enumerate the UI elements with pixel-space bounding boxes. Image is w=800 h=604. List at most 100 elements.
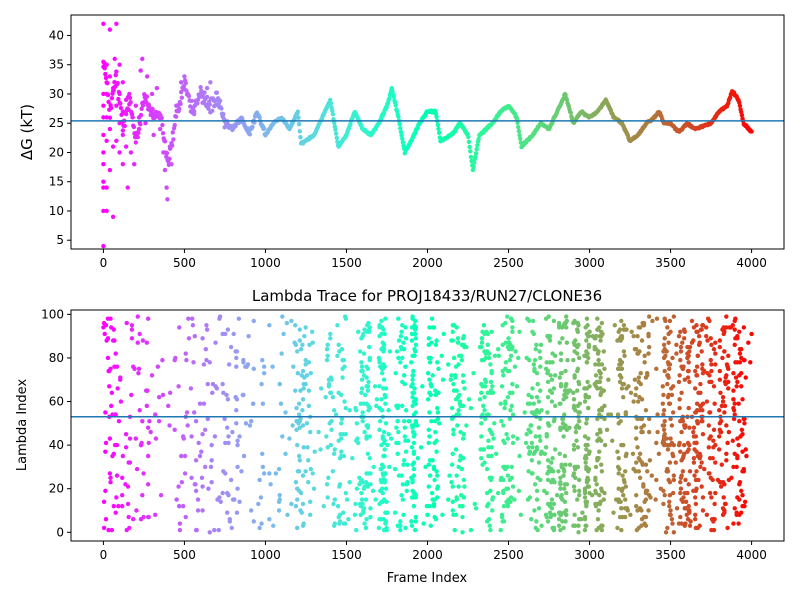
lambda-point (460, 379, 466, 385)
delta-g-point (101, 21, 106, 26)
lambda-point (434, 449, 439, 454)
lambda-point (559, 370, 564, 376)
lambda-point (639, 523, 644, 528)
lambda-point (662, 493, 667, 498)
lambda-point (402, 425, 408, 430)
lambda-point (189, 475, 194, 481)
lambda-point (545, 519, 551, 524)
lambda-point (403, 364, 408, 369)
lambda-point (224, 392, 229, 398)
lambda-point (624, 451, 629, 457)
delta-g-point (117, 150, 122, 155)
lambda-point (112, 412, 118, 417)
lambda-point (241, 453, 247, 459)
lambda-point (563, 519, 568, 524)
lambda-point (622, 469, 628, 474)
lambda-point (658, 486, 664, 491)
lambda-point (639, 338, 645, 343)
lambda-point (726, 386, 731, 391)
lambda-point (479, 434, 484, 439)
lambda-point (546, 464, 551, 470)
lambda-point (679, 429, 684, 435)
lambda-point (479, 390, 484, 396)
lambda-point (639, 425, 644, 430)
delta-g-point (296, 121, 302, 127)
lambda-point (488, 477, 494, 483)
lambda-point (289, 501, 294, 507)
lambda-point (501, 503, 507, 509)
lambda-point (739, 510, 744, 515)
delta-g-point (151, 132, 156, 138)
lambda-point (411, 460, 417, 465)
lambda-point (294, 405, 299, 411)
lambda-point (645, 469, 650, 474)
lambda-point (148, 429, 153, 435)
lambda-y-tick-label: 60 (49, 395, 64, 409)
lambda-point (593, 384, 599, 389)
lambda-point (450, 329, 455, 334)
lambda-point (574, 438, 579, 443)
lambda-point (354, 438, 359, 443)
lambda-point (514, 384, 520, 389)
delta-g-point (739, 112, 745, 118)
delta-g-point (122, 123, 127, 129)
lambda-point (722, 349, 727, 354)
lambda-point (381, 453, 386, 459)
lambda-point (674, 342, 679, 348)
delta-g-point (138, 68, 143, 73)
delta-g-point (435, 122, 441, 128)
lambda-point (667, 401, 673, 406)
lambda-point (251, 519, 256, 524)
lambda-point (689, 318, 695, 324)
delta-g-point (475, 143, 480, 148)
lambda-point (741, 325, 747, 330)
lambda-point (732, 451, 737, 457)
lambda-point (312, 449, 317, 454)
lambda-point (734, 384, 739, 389)
lambda-point (328, 331, 333, 337)
lambda-point (552, 447, 558, 452)
lambda-point (380, 366, 385, 372)
delta-g-point (135, 134, 140, 140)
lambda-point (257, 477, 262, 483)
lambda-point (385, 442, 390, 448)
lambda-point (131, 364, 136, 369)
lambda-point (688, 519, 693, 524)
lambda-point (586, 484, 592, 489)
lambda-point (654, 316, 660, 321)
lambda-point (300, 473, 306, 478)
delta-g-point (149, 91, 155, 97)
lambda-point (212, 527, 217, 533)
lambda-point (481, 447, 487, 452)
lambda-point (277, 493, 282, 498)
lambda-point (599, 462, 604, 467)
lambda-point (718, 418, 724, 424)
lambda-point (655, 412, 660, 417)
lambda-point (243, 421, 249, 426)
lambda-point (155, 364, 161, 369)
lambda-point (562, 469, 567, 474)
lambda-point (226, 493, 231, 498)
lambda-point (366, 327, 372, 332)
lambda-point (220, 490, 225, 496)
lambda-point (534, 445, 540, 450)
lambda-point (655, 429, 660, 435)
lambda-point (558, 401, 563, 406)
lambda-point (221, 469, 226, 474)
lambda-point (229, 525, 234, 531)
lambda-point (575, 320, 580, 326)
lambda-point (699, 484, 704, 489)
lambda-point (661, 501, 666, 507)
lambda-point (686, 405, 691, 411)
lambda-point (433, 418, 438, 424)
lambda-point (276, 508, 282, 513)
lambda-point (234, 421, 239, 426)
lambda-point (379, 397, 384, 402)
lambda-point (361, 351, 367, 356)
lambda-point (383, 394, 388, 400)
delta-g-point (133, 103, 139, 108)
lambda-point (695, 421, 700, 426)
lambda-x-tick-label: 0 (100, 548, 108, 562)
lambda-point (596, 525, 601, 531)
